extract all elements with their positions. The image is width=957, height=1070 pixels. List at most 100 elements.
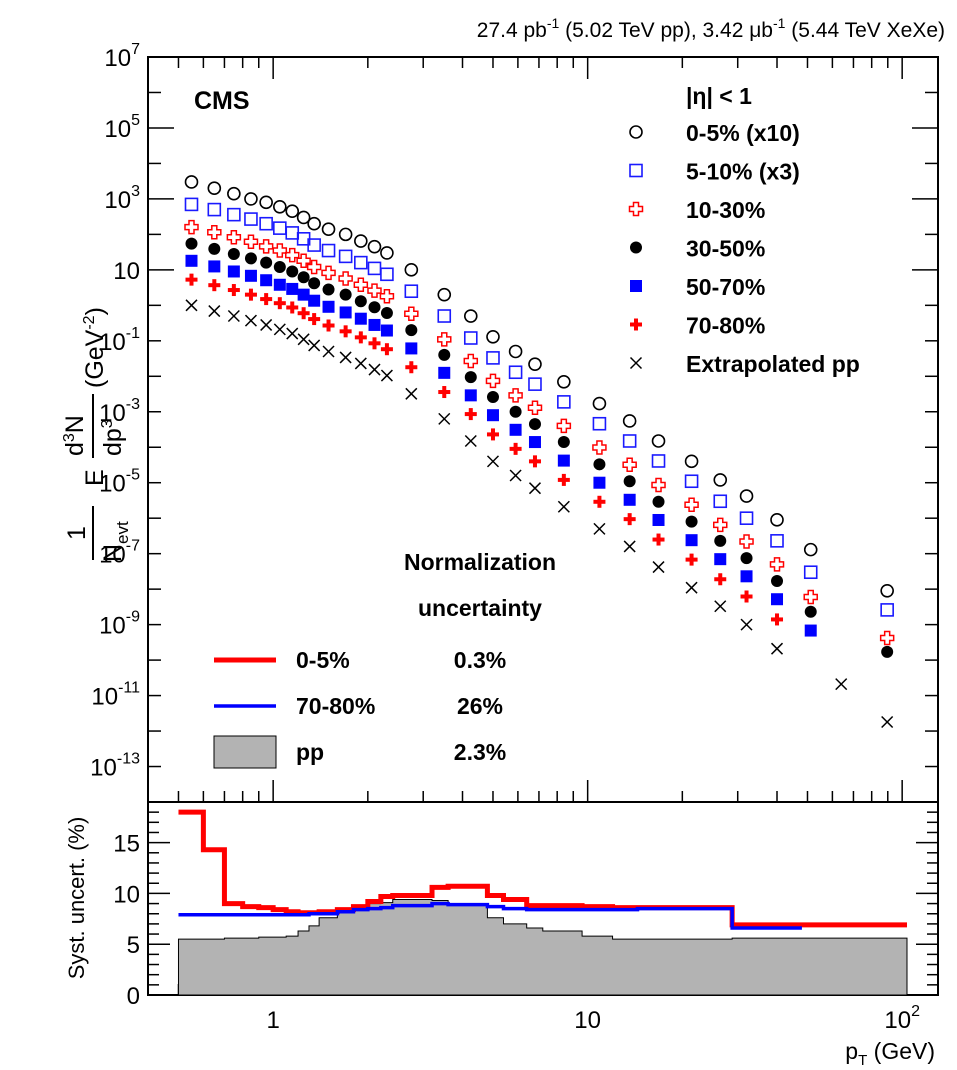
data-point bbox=[244, 269, 257, 282]
y-tick-label: 10-11 bbox=[91, 680, 140, 711]
y-label-fraction-numerator: 1 bbox=[63, 526, 91, 540]
legend-marker bbox=[630, 318, 642, 331]
data-point bbox=[184, 175, 199, 189]
data-point bbox=[593, 476, 606, 489]
data-point bbox=[368, 337, 381, 350]
data-point bbox=[803, 589, 818, 605]
data-point bbox=[556, 418, 572, 434]
data-point bbox=[835, 678, 848, 691]
data-point bbox=[185, 273, 198, 286]
data-point bbox=[528, 455, 541, 468]
data-point bbox=[684, 497, 699, 512]
data-point bbox=[557, 395, 571, 409]
data-point bbox=[622, 434, 637, 448]
data-point bbox=[486, 391, 499, 404]
data-point bbox=[740, 590, 753, 603]
data-point bbox=[354, 295, 367, 308]
y-tick-label: 105 bbox=[104, 112, 140, 143]
data-point bbox=[714, 573, 727, 586]
x-tick-label: 1 bbox=[266, 1007, 279, 1034]
data-point bbox=[184, 197, 199, 212]
data-point bbox=[338, 271, 353, 286]
data-point bbox=[273, 261, 286, 274]
data-point bbox=[623, 513, 636, 526]
data-point bbox=[623, 475, 636, 488]
uncertainty-y-tick-label: 10 bbox=[113, 881, 140, 908]
data-point bbox=[739, 534, 754, 549]
data-point bbox=[297, 307, 310, 320]
data-point bbox=[306, 259, 322, 275]
legend-entry: 50-70% bbox=[630, 274, 765, 300]
uncertainty-histograms bbox=[177, 809, 908, 996]
data-point bbox=[770, 642, 784, 655]
data-point bbox=[321, 243, 336, 258]
data-point bbox=[437, 309, 452, 323]
data-point bbox=[207, 181, 222, 196]
normalization-label: 70-80% bbox=[296, 693, 375, 719]
data-point bbox=[380, 267, 394, 282]
data-point bbox=[684, 454, 699, 469]
data-point bbox=[404, 263, 419, 277]
data-point bbox=[881, 715, 894, 729]
data-point bbox=[803, 565, 818, 580]
data-point bbox=[260, 293, 273, 306]
spectra-plot-frame bbox=[147, 56, 939, 803]
pp-uncertainty-histogram bbox=[177, 899, 908, 996]
legend-label: 0-5% (x10) bbox=[686, 120, 800, 146]
y-tick-label: 10-5 bbox=[99, 467, 140, 498]
normalization-entry: 0-5% 0.3% bbox=[214, 647, 506, 673]
data-point bbox=[284, 247, 300, 263]
legend-marker bbox=[629, 125, 643, 139]
data-point bbox=[739, 489, 754, 503]
data-point bbox=[286, 265, 299, 278]
data-point bbox=[771, 574, 784, 587]
data-point bbox=[685, 581, 698, 594]
data-point bbox=[527, 400, 543, 415]
data-point bbox=[354, 357, 367, 370]
data-point bbox=[272, 243, 288, 258]
data-point bbox=[227, 265, 240, 278]
legend-label: 50-70% bbox=[686, 274, 765, 300]
uncertainty-y-tick-label: 5 bbox=[127, 932, 140, 959]
data-point bbox=[260, 318, 273, 331]
data-point bbox=[463, 353, 479, 369]
data-point bbox=[486, 455, 500, 468]
data-point bbox=[652, 513, 665, 526]
data-point bbox=[380, 306, 393, 319]
data-point bbox=[714, 600, 727, 613]
uncertainty-line-0-5pct bbox=[178, 809, 907, 928]
lumi-header: 27.4 pb-1 (5.02 TeV pp), 3.42 μb-1 (5.44… bbox=[477, 15, 945, 42]
data-point bbox=[557, 500, 570, 513]
legend-label: 30-50% bbox=[686, 236, 765, 262]
y-label-nevt: Nevt bbox=[99, 521, 132, 562]
data-point bbox=[804, 624, 817, 637]
normalization-value: 0.3% bbox=[454, 647, 506, 673]
data-point bbox=[273, 199, 287, 214]
data-point bbox=[652, 495, 665, 508]
data-point bbox=[273, 221, 287, 235]
data-point bbox=[368, 301, 381, 314]
data-point bbox=[297, 271, 310, 284]
data-point bbox=[208, 260, 221, 273]
y-tick-label: 10-13 bbox=[90, 751, 140, 782]
data-point bbox=[244, 314, 257, 327]
data-point bbox=[438, 386, 451, 399]
normalization-label: pp bbox=[296, 739, 324, 765]
data-point bbox=[404, 284, 419, 299]
data-point bbox=[685, 515, 698, 528]
data-point bbox=[713, 473, 728, 487]
normalization-box bbox=[213, 735, 277, 769]
data-point bbox=[243, 234, 259, 249]
data-point bbox=[803, 542, 818, 557]
data-point bbox=[244, 252, 257, 265]
legend-marker bbox=[628, 201, 644, 217]
data-point bbox=[322, 319, 335, 332]
data-point bbox=[528, 482, 542, 495]
data-point bbox=[244, 212, 258, 226]
data-point bbox=[438, 348, 451, 361]
y-label-energy: E bbox=[81, 469, 109, 486]
data-point bbox=[623, 493, 636, 506]
legend-marker bbox=[630, 280, 642, 292]
legend-entry: 70-80% bbox=[630, 313, 765, 339]
legend-entry: 0-5% (x10) bbox=[629, 120, 800, 146]
